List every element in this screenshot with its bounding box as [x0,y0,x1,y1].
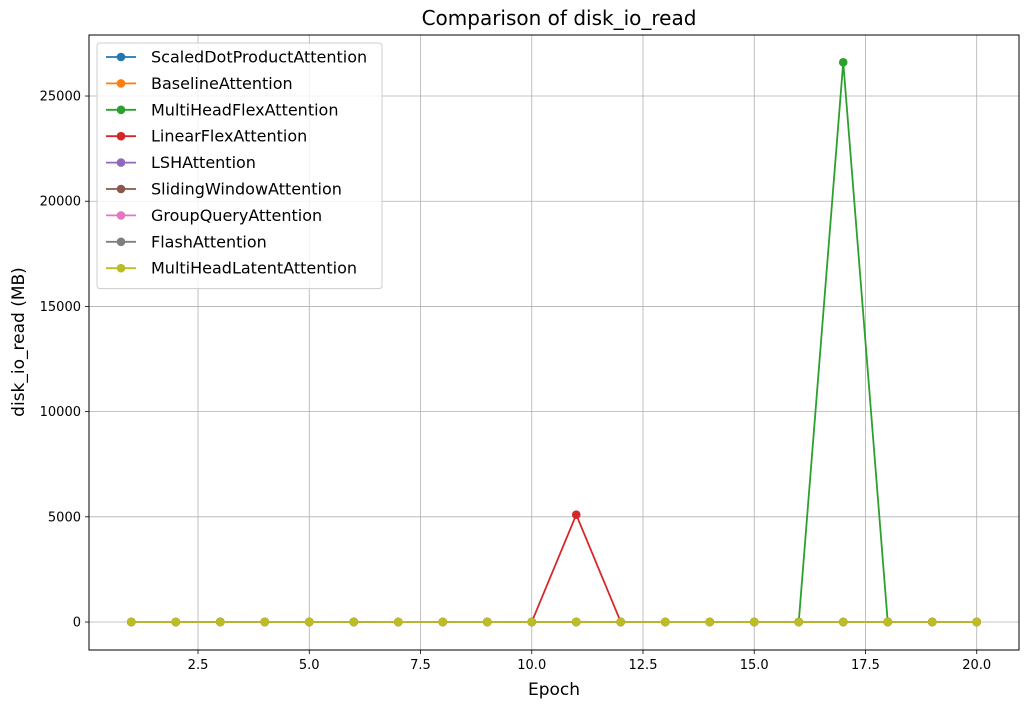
y-tick-label: 0 [73,616,81,631]
y-tick-label: 25000 [40,90,81,105]
legend-swatch-marker [117,238,126,247]
x-tick-label: 15.0 [740,658,769,673]
data-point [394,618,403,627]
y-tick-label: 10000 [40,405,81,420]
data-point [171,618,180,627]
legend-swatch-marker [117,79,126,88]
x-tick-label: 10.0 [517,658,546,673]
data-point [794,618,803,627]
legend-label: GroupQueryAttention [151,206,322,225]
x-tick-label: 17.5 [851,658,880,673]
legend-swatch-marker [117,132,126,141]
legend-label: LinearFlexAttention [151,127,307,146]
data-point [438,618,447,627]
data-point [572,510,581,519]
legend-swatch-marker [117,158,126,167]
data-point [527,618,536,627]
legend-label: ScaledDotProductAttention [151,48,367,67]
legend-swatch-marker [117,185,126,194]
legend-label: LSHAttention [151,153,256,172]
data-point [750,618,759,627]
x-tick-label: 7.5 [410,658,431,673]
legend-label: SlidingWindowAttention [151,180,342,199]
data-point [349,618,358,627]
data-point [972,618,981,627]
legend: ScaledDotProductAttention BaselineAttenti… [97,43,382,289]
data-point [883,618,892,627]
data-point [839,58,848,67]
data-point [839,618,848,627]
data-point [928,618,937,627]
data-point [127,618,136,627]
legend-swatch-marker [117,211,126,220]
data-point [260,618,269,627]
x-axis-label: Epoch [528,680,580,700]
legend-label: MultiHeadFlexAttention [151,100,338,119]
y-axis-label: disk_io_read (MB) [9,267,29,417]
legend-label: MultiHeadLatentAttention [151,259,357,278]
x-tick-label: 12.5 [629,658,658,673]
legend-swatch-marker [117,264,126,273]
y-tick-label: 5000 [48,510,81,525]
data-point [305,618,314,627]
data-point [216,618,225,627]
y-tick-label: 15000 [40,300,81,315]
data-point [572,618,581,627]
data-point [661,618,670,627]
data-point [705,618,714,627]
data-point [616,618,625,627]
legend-label: FlashAttention [151,232,267,251]
legend-label: BaselineAttention [151,74,293,93]
x-tick-label: 2.5 [188,658,209,673]
legend-swatch-marker [117,53,126,62]
chart-title: Comparison of disk_io_read [422,6,697,30]
x-tick-label: 5.0 [299,658,320,673]
legend-swatch-marker [117,106,126,115]
y-tick-label: 20000 [40,195,81,210]
x-tick-label: 20.0 [962,658,991,673]
data-point [483,618,492,627]
